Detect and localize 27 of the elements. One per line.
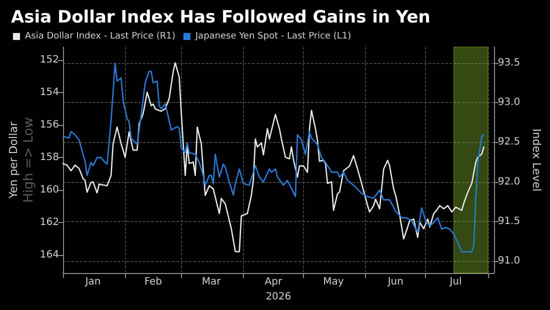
x-axis-title: 2026 — [266, 291, 292, 302]
y2-tick-label: 92.0 — [498, 176, 520, 188]
y-tick-label: 154 — [40, 87, 59, 98]
y-axis-title: Yen per Dollar — [7, 121, 20, 200]
x-tick-label: May — [323, 276, 344, 288]
y-tick-label: 158 — [40, 152, 59, 164]
y-tick-label: 156 — [40, 120, 59, 131]
text: High => Low — [22, 116, 36, 203]
x-tick-label: Feb — [144, 276, 162, 288]
x-tick-label: Jan — [84, 276, 101, 288]
y2-tick-label: 91.5 — [498, 216, 520, 227]
y-tick-label: 152 — [40, 54, 59, 66]
legend-label: Asia Dollar Index - Last Price (R1) — [25, 32, 176, 42]
chart-title: Asia Dollar Index Has Followed Gains in Yen — [11, 8, 430, 28]
y2-axis-title: Index Level — [530, 128, 543, 192]
legend-label: Japanese Yen Spot - Last Price (L1) — [194, 32, 352, 42]
y-tick-label: 160 — [40, 184, 59, 196]
y2-tick-label: 93.5 — [498, 57, 520, 68]
y2-tick-label: 91.0 — [498, 256, 520, 267]
x-tick-label: Jun — [386, 276, 404, 288]
x-tick-label: Jul — [448, 276, 462, 288]
y2-tick-label: 92.5 — [498, 136, 520, 148]
x-tick-label: Mar — [202, 276, 222, 288]
y-tick-label: 162 — [40, 217, 59, 228]
y2-tick-label: 93.0 — [498, 97, 520, 108]
x-tick-label: Apr — [264, 276, 283, 288]
y-tick-label: 164 — [40, 250, 59, 261]
